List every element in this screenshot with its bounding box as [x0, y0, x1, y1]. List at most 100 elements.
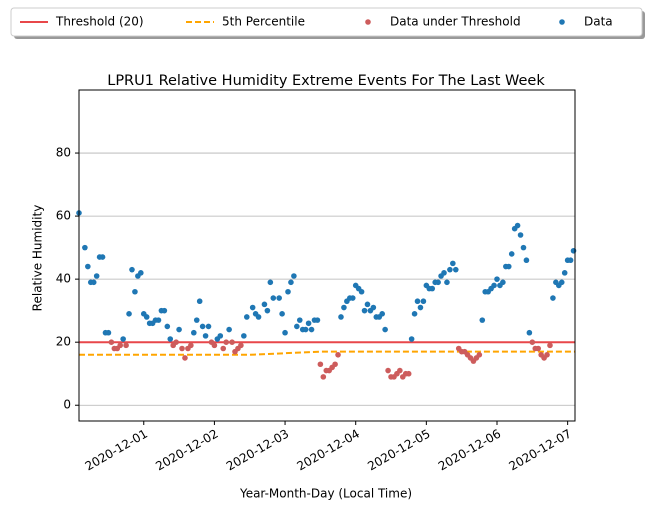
data-point — [476, 352, 483, 358]
data-point — [408, 336, 415, 342]
data-point — [288, 279, 294, 286]
legend-label: Data under Threshold — [390, 15, 521, 29]
data-point — [385, 367, 391, 374]
data-point — [505, 263, 512, 270]
data-point — [255, 314, 262, 320]
data-point — [199, 323, 206, 330]
data-point — [223, 339, 229, 345]
data-point — [155, 317, 162, 323]
data-point — [267, 279, 274, 286]
data-point — [494, 276, 500, 282]
x-tick-label: 2020-12-06 — [436, 427, 503, 474]
data-point — [358, 288, 365, 295]
data-point — [193, 317, 200, 323]
y-tick-label: 40 — [56, 272, 71, 286]
y-axis-label: Relative Humidity — [31, 205, 45, 312]
legend: Threshold (20) 5th Percentile Data under T… — [20, 15, 613, 29]
data-point — [514, 222, 521, 229]
data-point — [196, 298, 203, 305]
data-point — [523, 257, 530, 264]
data-point — [229, 339, 235, 345]
data-point — [205, 323, 212, 330]
data-point — [85, 263, 91, 270]
data-point — [547, 342, 553, 349]
data-point — [520, 244, 527, 251]
data-point — [226, 326, 232, 333]
x-tick-label: 2020-12-05 — [365, 427, 432, 474]
data-point — [500, 279, 506, 286]
data-point — [176, 326, 182, 333]
data-point — [90, 279, 97, 286]
data-point — [320, 374, 327, 380]
data-point — [405, 370, 412, 377]
plot — [76, 210, 577, 380]
data-point — [535, 345, 542, 352]
data-point — [270, 295, 277, 301]
data-point — [435, 279, 441, 286]
legend-label: 5th Percentile — [222, 15, 305, 29]
data-point — [314, 317, 321, 323]
data-point — [123, 342, 129, 349]
data-point — [241, 333, 247, 339]
x-tick-label: 2020-12-02 — [153, 427, 220, 474]
data-point — [264, 307, 271, 314]
data-point — [517, 232, 524, 238]
data-point — [479, 317, 486, 323]
data-point — [411, 311, 418, 317]
legend-label: Data — [584, 15, 613, 29]
data-point — [238, 342, 244, 349]
data-point — [370, 304, 377, 311]
data-point — [529, 339, 536, 345]
x-tick-label: 2020-12-01 — [83, 427, 150, 474]
legend-label: Threshold (20) — [55, 15, 144, 29]
data-point — [544, 352, 550, 358]
data-point — [349, 295, 356, 301]
data-point — [550, 295, 556, 301]
data-point — [341, 304, 347, 311]
data-point — [397, 367, 403, 374]
data-point — [261, 301, 268, 308]
data-point — [444, 279, 450, 286]
data-point — [276, 295, 282, 301]
data-point — [211, 342, 218, 349]
data-point — [491, 282, 497, 289]
data-point — [202, 333, 209, 339]
data-point — [282, 329, 288, 336]
data-point — [302, 326, 309, 333]
data-point — [441, 270, 447, 276]
x-tick-label: 2020-12-07 — [506, 427, 573, 474]
data-point — [414, 298, 421, 305]
data-point — [296, 317, 303, 323]
data-point — [338, 314, 344, 320]
y-tick-label: 0 — [63, 398, 71, 412]
data-point — [291, 273, 297, 279]
y-tick-label: 20 — [56, 335, 71, 349]
data-point — [452, 266, 459, 273]
data-point — [361, 307, 368, 314]
data-point — [249, 304, 256, 311]
data-point — [285, 288, 291, 295]
data-point — [420, 298, 427, 305]
data-point — [447, 266, 453, 273]
series-line — [79, 350, 575, 356]
data-point — [382, 326, 388, 333]
data-point — [526, 329, 533, 336]
grid — [79, 152, 575, 406]
data-point — [335, 352, 341, 358]
data-point — [317, 361, 324, 368]
legend-swatch — [365, 19, 371, 25]
y-tick-label: 80 — [56, 146, 71, 160]
data-point — [558, 279, 565, 286]
data-point — [220, 345, 227, 352]
data-point — [305, 320, 312, 327]
data-point — [332, 361, 338, 368]
data-point — [450, 260, 456, 267]
axes-frame — [78, 89, 576, 422]
data-point — [182, 355, 188, 361]
legend-box — [10, 7, 643, 37]
x-tick-label: 2020-12-03 — [224, 427, 291, 474]
data-point — [191, 329, 197, 336]
data-point — [508, 251, 515, 257]
data-point — [99, 254, 106, 260]
